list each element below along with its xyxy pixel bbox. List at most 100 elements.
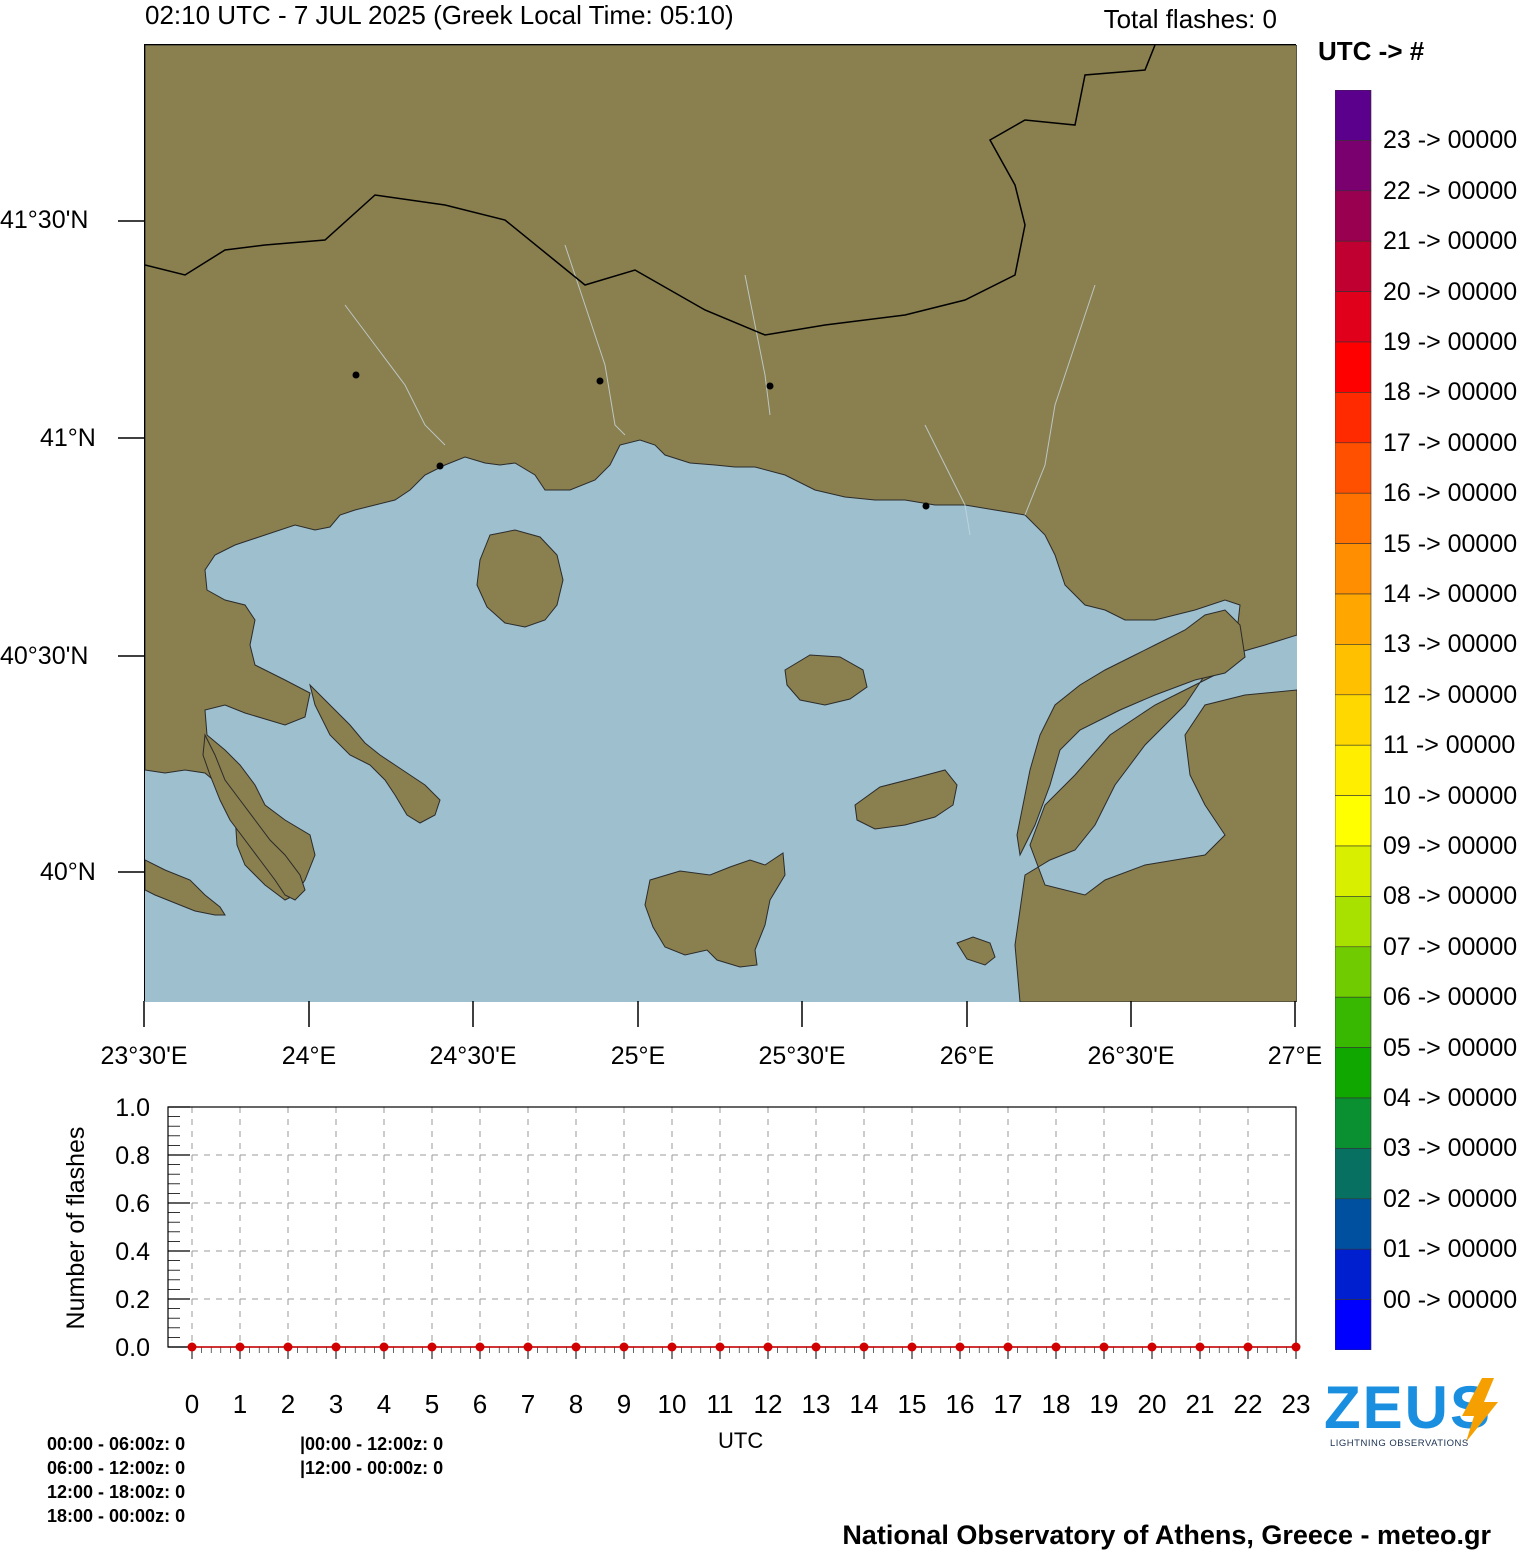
island-thasos: [476, 529, 564, 628]
legend-entry: 00 -> 00000: [1383, 1285, 1518, 1314]
legend-entry: 16 -> 00000: [1383, 479, 1518, 508]
stat-00-06: 00:00 - 06:00z: 0: [47, 1434, 186, 1454]
legend-entry: 13 -> 00000: [1383, 630, 1518, 659]
lon-label-25: 25°E: [610, 1042, 666, 1070]
legend-swatch: [1334, 492, 1372, 544]
legend-entry: 20 -> 00000: [1383, 277, 1518, 306]
legend-swatch: [1334, 845, 1372, 897]
chart-point: [859, 1342, 869, 1352]
chart-point: [811, 1342, 821, 1352]
chart-point: [187, 1342, 197, 1352]
chart-xtick-label: 17: [994, 1389, 1023, 1419]
chart-point: [283, 1342, 293, 1352]
legend-entry: 23 -> 00000: [1383, 126, 1518, 155]
island-tenedos: [956, 936, 996, 966]
chart-point: [907, 1342, 917, 1352]
chart-point: [475, 1342, 485, 1352]
stat-06-12: 06:00 - 12:00z: 0: [47, 1458, 186, 1478]
legend-swatch: [1334, 1148, 1372, 1200]
chart-xtick-label: 11: [707, 1389, 734, 1419]
chart-ytick-label: 0.2: [115, 1286, 150, 1314]
legend-entry: 10 -> 00000: [1383, 781, 1518, 810]
chart-series: [187, 1342, 1301, 1352]
lon-label-26-30: 26°30'E: [1087, 1042, 1175, 1070]
legend-entry: 18 -> 00000: [1383, 378, 1518, 407]
island-imbros: [854, 769, 958, 830]
chart-xtick-label: 7: [521, 1389, 535, 1419]
legend-entry: 19 -> 00000: [1383, 328, 1518, 356]
legend-entry: 07 -> 00000: [1383, 932, 1518, 961]
city-dots: [352, 371, 930, 510]
chart-xtick-label: 21: [1186, 1389, 1215, 1419]
chart-xtick-label: 0: [185, 1389, 199, 1419]
legend-swatch: [1334, 1097, 1372, 1149]
chart-xtick-label: 8: [569, 1389, 583, 1419]
peninsula-kassandra: [202, 733, 306, 901]
chart-xtick-label: 2: [281, 1389, 295, 1419]
legend-entry: 11 -> 00000: [1383, 731, 1516, 760]
peninsula-gallipoli: [1016, 609, 1246, 857]
chart-point: [619, 1342, 629, 1352]
legend-swatch: [1334, 946, 1372, 998]
lon-label-25-30: 25°30'E: [758, 1042, 846, 1070]
peninsula-sithonia: [309, 683, 441, 824]
chart-xtick-label: 10: [658, 1389, 687, 1419]
legend-colorbar-svg: [1334, 89, 1372, 1351]
legend-swatch: [1334, 543, 1372, 595]
chart-point: [235, 1342, 245, 1352]
lightning-map: [144, 44, 1297, 1002]
legend-header: UTC -> #: [1318, 36, 1425, 66]
chart-xlabel: UTC: [718, 1428, 764, 1453]
legend-swatch: [1334, 89, 1372, 141]
legend-swatch: [1334, 341, 1372, 393]
legend-swatch: [1334, 1248, 1372, 1300]
legend-colorbar: [1334, 89, 1372, 1355]
stats-12h: |00:00 - 12:00z: 0 |12:00 - 00:00z: 0: [300, 1432, 443, 1480]
chart-point: [427, 1342, 437, 1352]
lon-label-23-30: 23°30'E: [100, 1042, 188, 1070]
legend-swatch: [1334, 996, 1372, 1048]
lon-label-27: 27°E: [1267, 1042, 1323, 1070]
stat-00-12: |00:00 - 12:00z: 0: [300, 1434, 444, 1454]
legend-entry: 15 -> 00000: [1383, 529, 1518, 558]
legend-swatch: [1334, 744, 1372, 796]
legend-swatch: [1334, 593, 1372, 645]
map-axes: [118, 220, 1296, 1027]
chart-ytick-label: 0.0: [115, 1334, 150, 1362]
chart-ylabel: Number of flashes: [62, 1127, 90, 1330]
legend-entry: 09 -> 00000: [1383, 832, 1518, 860]
chart-xtick-label: 16: [946, 1389, 975, 1419]
chart-xtick-label: 5: [425, 1389, 439, 1419]
stat-12-00: |12:00 - 00:00z: 0: [300, 1458, 444, 1478]
stat-12-18: 12:00 - 18:00z: 0: [47, 1482, 186, 1502]
chart-point: [331, 1342, 341, 1352]
chart-xtick-label: 1: [233, 1389, 247, 1419]
legend-entry: 14 -> 00000: [1383, 580, 1518, 608]
chart-ytick-label: 1.0: [115, 1094, 150, 1122]
svg-text:LIGHTNING OBSERVATIONS: LIGHTNING OBSERVATIONS: [1330, 1438, 1469, 1449]
legend-swatch: [1334, 140, 1372, 192]
legend-swatch: [1334, 694, 1372, 746]
legend-entry: 17 -> 00000: [1383, 428, 1518, 457]
island-samothraki: [784, 654, 868, 706]
chart-point: [1243, 1342, 1253, 1352]
chart-point: [1051, 1342, 1061, 1352]
legend-entry: 04 -> 00000: [1383, 1084, 1518, 1112]
legend-entry: 21 -> 00000: [1383, 227, 1518, 256]
legend-entry: 03 -> 00000: [1383, 1134, 1518, 1163]
chart-point: [1195, 1342, 1205, 1352]
chart-xtick-label: 15: [898, 1389, 927, 1419]
legend-swatch: [1334, 644, 1372, 696]
legend-swatch: [1334, 896, 1372, 948]
chart-xtick-label: 19: [1090, 1389, 1119, 1419]
lat-label-40-30: 40°30'N: [0, 642, 89, 670]
map-title: 02:10 UTC - 7 JUL 2025 (Greek Local Time…: [145, 0, 734, 30]
chart-xtick-label: 22: [1234, 1389, 1263, 1419]
lat-label-40: 40°N: [40, 858, 96, 886]
legend-entry: 08 -> 00000: [1383, 882, 1518, 911]
chart-xtick-label: 13: [802, 1389, 831, 1419]
island-lemnos: [644, 852, 786, 968]
chart-point: [955, 1342, 965, 1352]
country-border: [145, 45, 1156, 336]
legend-swatch: [1334, 240, 1372, 292]
